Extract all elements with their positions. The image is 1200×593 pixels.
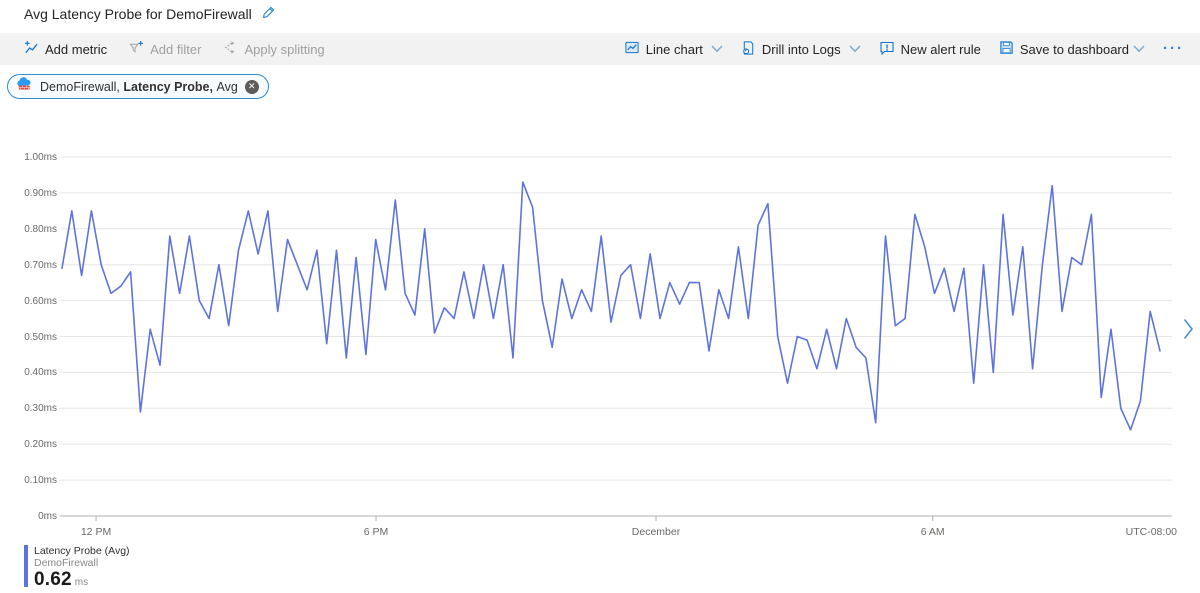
metric-pill-text: DemoFirewall, Latency Probe, Avg: [40, 80, 238, 94]
chart-title: Avg Latency Probe for DemoFirewall: [24, 6, 252, 22]
sparkline-plus-icon: [24, 40, 39, 58]
y-tick-label: 0.70ms: [24, 259, 57, 271]
y-tick-label: 0.30ms: [24, 403, 57, 415]
apply-splitting-label: Apply splitting: [244, 41, 325, 57]
line-chart-icon: [624, 40, 640, 58]
split-arrows-icon: [223, 40, 238, 58]
save-to-dashboard-label: Save to dashboard: [1019, 41, 1129, 57]
document-drill-icon: [741, 40, 756, 59]
legend-resource-name: DemoFirewall: [34, 557, 99, 569]
metric-pill[interactable]: DemoFirewall, Latency Probe, Avg ✕: [7, 74, 269, 99]
pill-metric: Latency Probe,: [123, 79, 213, 94]
timezone-label: UTC-08:00: [1125, 526, 1177, 538]
pencil-icon: [261, 5, 276, 23]
chart-toolbar: Add metric Add filter Apply splitting: [0, 33, 1200, 65]
legend-metric-name: Latency Probe (Avg): [34, 545, 130, 557]
x-tick-label: 6 PM: [363, 526, 389, 538]
y-tick-label: 0.20ms: [24, 439, 57, 451]
x-tick-label: December: [631, 526, 681, 538]
alert-bubble-icon: [879, 40, 895, 59]
line-chart-label: Line chart: [645, 41, 703, 57]
add-filter-label: Add filter: [150, 41, 202, 57]
pill-aggregation: Avg: [216, 79, 238, 94]
x-tick-label: 12 PM: [80, 526, 112, 538]
save-to-dashboard-button[interactable]: Save to dashboard: [999, 40, 1145, 58]
chart-legend: Latency Probe (Avg) DemoFirewall 0.62 ms: [24, 545, 130, 591]
add-filter-button: Add filter: [129, 40, 201, 58]
pill-resource: DemoFirewall,: [40, 79, 120, 94]
y-tick-label: 0.90ms: [24, 187, 57, 199]
y-tick-label: 0.80ms: [24, 223, 57, 235]
chart-title-row: Avg Latency Probe for DemoFirewall: [24, 5, 276, 23]
close-circle-icon[interactable]: ✕: [244, 79, 259, 94]
new-alert-rule-label: New alert rule: [900, 41, 981, 57]
legend-text-block: Latency Probe (Avg) DemoFirewall 0.62 ms: [34, 545, 130, 591]
legend-color-bar: [24, 545, 28, 587]
apply-splitting-button: Apply splitting: [223, 40, 325, 58]
legend-value-row: 0.62 ms: [34, 569, 130, 591]
more-commands-button[interactable]: ···: [1163, 40, 1184, 57]
firewall-cloud-icon: [16, 77, 33, 96]
chevron-down-icon: [1133, 45, 1145, 53]
x-tick-label: 6 AM: [920, 526, 945, 538]
metric-line-series: [61, 181, 1161, 431]
line-chart-selector-button[interactable]: Line chart: [624, 40, 723, 58]
drill-into-logs-label: Drill into Logs: [761, 41, 841, 57]
add-metric-button[interactable]: Add metric: [24, 40, 107, 58]
legend-unit: ms: [74, 577, 89, 588]
y-tick-label: 0.50ms: [24, 331, 57, 343]
new-alert-rule-button[interactable]: New alert rule: [879, 40, 981, 59]
pan-forward-button[interactable]: [1179, 315, 1197, 345]
y-tick-label: 1.00ms: [24, 152, 57, 163]
ellipsis-icon: ···: [1163, 40, 1184, 57]
chevron-down-icon: [849, 45, 861, 53]
metric-pill-row: DemoFirewall, Latency Probe, Avg ✕: [7, 74, 269, 99]
add-metric-label: Add metric: [45, 41, 108, 57]
y-tick-label: 0.10ms: [24, 475, 57, 487]
floppy-disk-icon: [999, 40, 1014, 58]
y-tick-label: 0.60ms: [24, 295, 57, 307]
chevron-right-icon: [1183, 318, 1194, 343]
toolbar-left-group: Add metric Add filter Apply splitting: [24, 40, 325, 58]
y-tick-label: 0.40ms: [24, 367, 57, 379]
drill-into-logs-button[interactable]: Drill into Logs: [741, 40, 861, 59]
toolbar-right-group: Line chart Drill into Logs New alert rul: [624, 40, 1184, 59]
funnel-plus-icon: [129, 40, 144, 58]
y-tick-label: 0ms: [38, 511, 57, 522]
edit-title-button[interactable]: [261, 5, 276, 23]
legend-value: 0.62: [34, 569, 72, 590]
chevron-down-icon: [711, 45, 723, 53]
